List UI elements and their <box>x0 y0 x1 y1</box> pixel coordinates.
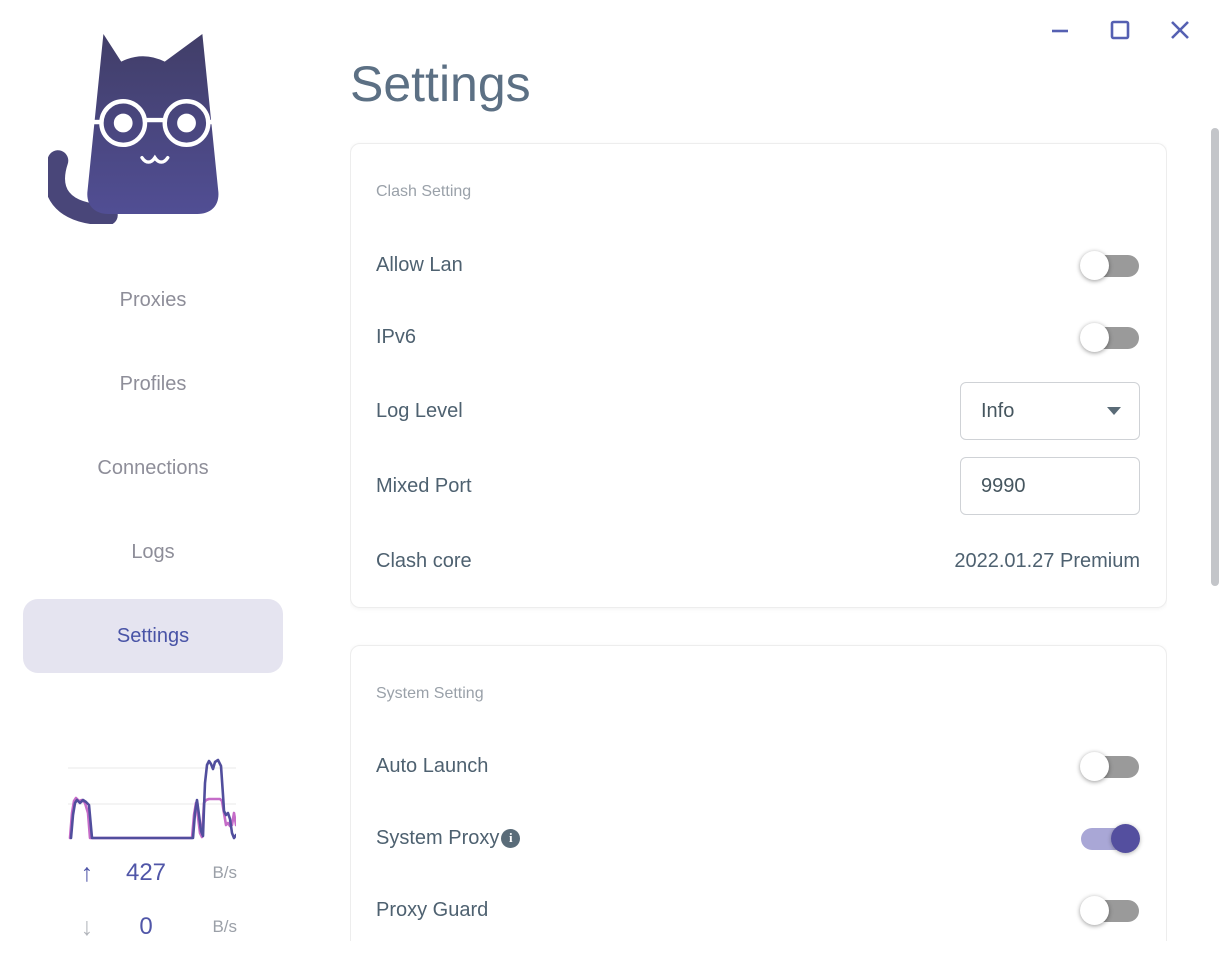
clash-setting-section-title: Clash Setting <box>376 183 472 200</box>
auto-launch-toggle[interactable] <box>1080 751 1140 781</box>
system-proxy-row: System Proxy i <box>376 823 1140 853</box>
upload-arrow-icon: ↑ <box>80 858 94 887</box>
cat-right-eye <box>177 113 196 133</box>
log-level-value: Info <box>981 399 1015 422</box>
chevron-down-icon <box>1107 407 1121 415</box>
proxy-guard-row: Proxy Guard <box>376 895 1140 925</box>
cat-mouth <box>140 154 170 164</box>
close-button[interactable] <box>1166 16 1194 44</box>
auto-launch-row: Auto Launch <box>376 751 1140 781</box>
sidebar-item-connections[interactable]: Connections <box>97 456 209 479</box>
maximize-icon <box>1110 20 1130 40</box>
download-rate: 0 <box>139 913 153 940</box>
system-proxy-toggle[interactable] <box>1080 823 1140 853</box>
log-level-row: Log Level Info <box>376 382 1140 440</box>
main-content: Settings Clash Setting Allow Lan IPv6 Lo… <box>350 0 1167 941</box>
sidebar-nav: Proxies Profiles Connections Logs Settin… <box>0 263 306 683</box>
clash-core-version: 2022.01.27 Premium <box>954 549 1140 572</box>
sidebar: Proxies Profiles Connections Logs Settin… <box>0 0 306 956</box>
auto-launch-label: Auto Launch <box>376 754 489 777</box>
system-setting-section-title: System Setting <box>376 685 484 702</box>
sidebar-item-profiles[interactable]: Profiles <box>119 372 187 395</box>
cat-body <box>87 33 219 215</box>
download-stat: ↓ 0 B/s <box>72 911 237 943</box>
ipv6-label: IPv6 <box>376 325 417 348</box>
mixed-port-input[interactable] <box>960 457 1140 515</box>
upload-rate: 427 <box>125 859 167 886</box>
log-level-label: Log Level <box>376 399 463 422</box>
sidebar-item-proxies[interactable]: Proxies <box>119 288 187 311</box>
ipv6-row: IPv6 <box>376 322 1140 352</box>
allow-lan-row: Allow Lan <box>376 250 1140 280</box>
mixed-port-label: Mixed Port <box>376 474 472 497</box>
proxy-guard-toggle[interactable] <box>1080 895 1140 925</box>
vertical-scrollbar-thumb[interactable] <box>1211 128 1219 586</box>
upload-stat: ↑ 427 B/s <box>72 857 237 889</box>
clash-core-label: Clash core <box>376 549 472 572</box>
allow-lan-toggle[interactable] <box>1080 250 1140 280</box>
system-proxy-label: System Proxy <box>376 826 500 849</box>
clash-setting-card: Clash Setting Allow Lan IPv6 Log Level I… <box>350 143 1167 608</box>
log-level-select[interactable]: Info <box>960 382 1140 440</box>
maximize-button[interactable] <box>1106 16 1134 44</box>
download-unit: B/s <box>212 917 237 936</box>
cat-tail <box>48 150 118 224</box>
upload-series <box>69 758 236 840</box>
allow-lan-label: Allow Lan <box>376 253 463 276</box>
sidebar-item-settings[interactable]: Settings <box>23 599 283 673</box>
clash-cat-logo <box>48 33 223 224</box>
download-arrow-icon: ↓ <box>80 912 94 941</box>
traffic-graph <box>68 758 236 840</box>
mixed-port-row: Mixed Port <box>376 457 1140 515</box>
system-setting-card: System Setting Auto Launch System Proxy … <box>350 645 1167 941</box>
minimize-button[interactable] <box>1046 16 1074 44</box>
proxy-guard-label: Proxy Guard <box>376 898 489 921</box>
close-icon <box>1171 21 1189 39</box>
ipv6-toggle[interactable] <box>1080 322 1140 352</box>
clash-core-row: Clash core 2022.01.27 Premium <box>376 546 1140 576</box>
minimize-icon <box>1052 29 1068 33</box>
window-controls <box>1046 16 1194 44</box>
page-title: Settings <box>350 56 531 112</box>
cat-left-eye <box>113 113 133 133</box>
sidebar-item-logs[interactable]: Logs <box>131 540 175 563</box>
upload-unit: B/s <box>212 863 237 882</box>
info-icon[interactable]: i <box>501 828 521 848</box>
cat-glasses <box>86 99 223 148</box>
